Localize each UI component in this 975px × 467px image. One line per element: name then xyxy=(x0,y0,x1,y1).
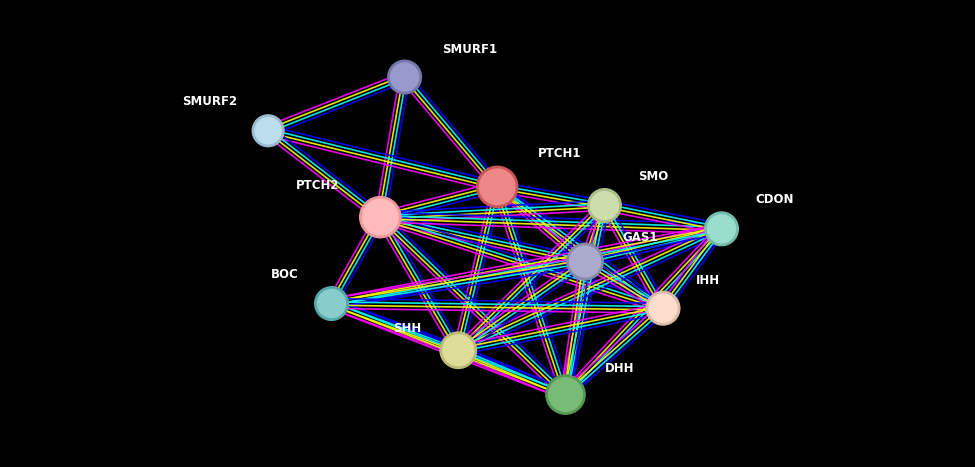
Circle shape xyxy=(588,189,621,222)
Circle shape xyxy=(708,215,735,243)
Circle shape xyxy=(549,378,582,411)
Circle shape xyxy=(705,212,738,246)
Circle shape xyxy=(360,197,401,238)
Circle shape xyxy=(318,290,345,318)
Circle shape xyxy=(546,375,585,414)
Circle shape xyxy=(591,191,618,219)
Circle shape xyxy=(646,291,680,325)
Circle shape xyxy=(649,294,677,322)
Circle shape xyxy=(363,199,398,235)
Text: DHH: DHH xyxy=(604,362,634,375)
Circle shape xyxy=(480,169,515,205)
Circle shape xyxy=(315,287,348,320)
Text: PTCH1: PTCH1 xyxy=(538,147,582,160)
Text: IHH: IHH xyxy=(696,274,721,287)
Text: BOC: BOC xyxy=(271,268,298,281)
Circle shape xyxy=(255,118,281,144)
Circle shape xyxy=(391,63,418,91)
Text: SMURF2: SMURF2 xyxy=(181,95,237,108)
Text: PTCH2: PTCH2 xyxy=(295,179,339,192)
Circle shape xyxy=(566,243,604,280)
Circle shape xyxy=(569,246,601,277)
Text: SHH: SHH xyxy=(393,322,421,335)
Circle shape xyxy=(477,166,518,207)
Text: SMO: SMO xyxy=(638,170,668,183)
Circle shape xyxy=(443,335,474,366)
Text: GAS1: GAS1 xyxy=(622,231,657,244)
Circle shape xyxy=(440,332,477,368)
Circle shape xyxy=(253,115,284,147)
Text: CDON: CDON xyxy=(756,193,794,206)
Text: SMURF1: SMURF1 xyxy=(442,43,497,56)
Circle shape xyxy=(388,60,421,94)
